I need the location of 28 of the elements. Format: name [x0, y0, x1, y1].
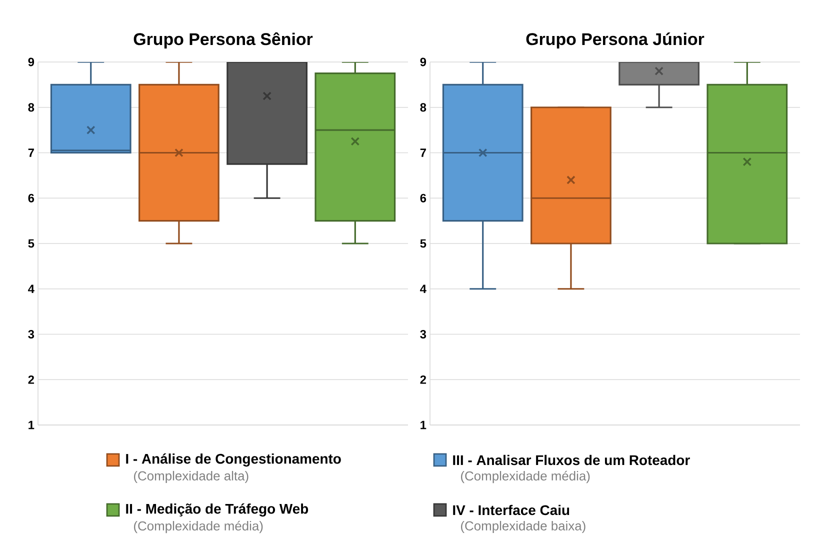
y-tick-label: 5 — [28, 239, 34, 248]
legend-label: II - Medição de Tráfego Web — [126, 503, 308, 517]
text: (Complexidade baixa) — [461, 520, 586, 534]
y-tick-label: 6 — [420, 194, 426, 202]
legend-label: I - Análise de Congestionamento — [126, 453, 341, 467]
y-tick-label: 8 — [28, 103, 34, 112]
y-tick-label: 2 — [28, 375, 34, 384]
y-tick-label: 3 — [28, 330, 34, 338]
y-tick-label: 8 — [420, 103, 426, 112]
y-tick-label: 4 — [420, 284, 426, 293]
y-tick-label: 1 — [28, 420, 34, 430]
y-tick-label: 9 — [28, 58, 34, 66]
text: (Complexidade média) — [134, 520, 263, 534]
legend-label: III - Analisar Fluxos de um Roteador — [453, 454, 690, 466]
legend-label: IV - Interface Caiu — [453, 504, 570, 516]
y-tick-label: 7 — [420, 148, 426, 157]
y-tick-label: 2 — [420, 375, 426, 384]
chart-title: Grupo Persona Sênior — [134, 32, 313, 48]
y-tick-label: 7 — [28, 148, 34, 157]
text: (Complexidade alta) — [134, 470, 248, 484]
y-tick-label: 5 — [420, 239, 426, 248]
chart-title: Grupo Persona Júnior — [526, 32, 704, 48]
y-tick-label: 9 — [420, 58, 426, 66]
y-tick-label: 6 — [28, 194, 34, 202]
y-tick-label: 3 — [420, 330, 426, 338]
text: (Complexidade média) — [461, 470, 590, 484]
y-tick-label: 4 — [28, 284, 34, 293]
y-tick-label: 1 — [420, 420, 426, 430]
